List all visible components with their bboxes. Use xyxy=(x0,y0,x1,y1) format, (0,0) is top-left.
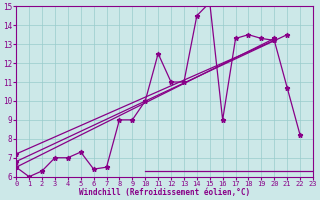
X-axis label: Windchill (Refroidissement éolien,°C): Windchill (Refroidissement éolien,°C) xyxy=(79,188,250,197)
